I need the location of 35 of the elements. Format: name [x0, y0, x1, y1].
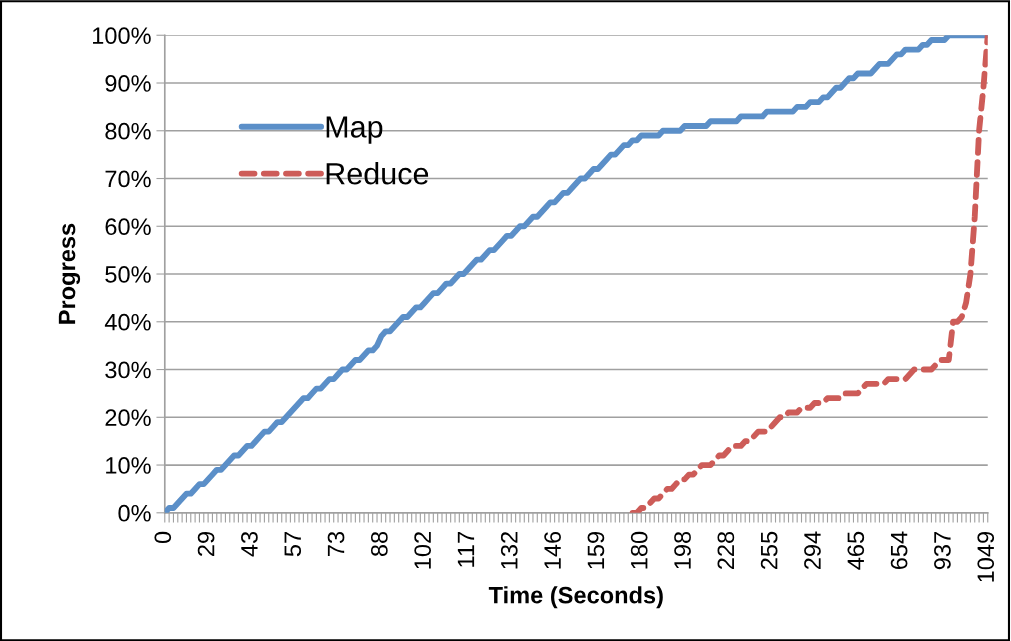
x-axis-title: Time (Seconds) [488, 586, 663, 609]
x-tick-label: 294 [804, 531, 821, 570]
x-tick-label: 255 [760, 531, 778, 570]
x-tick-label: 228 [717, 531, 735, 570]
x-tick-label: 159 [587, 531, 605, 569]
x-tick-label: 146 [544, 531, 561, 569]
y-tick-label: 100% [93, 27, 151, 45]
y-tick-label: 20% [105, 409, 151, 427]
x-tick-label: 29 [197, 531, 215, 556]
x-tick-label: 465 [847, 531, 865, 570]
x-tick-label: 117 [457, 532, 475, 567]
y-axis-title: Progress [58, 223, 81, 324]
y-tick-label: 10% [106, 457, 151, 474]
x-tick-label: 1049 [977, 531, 995, 582]
legend-label: Map [326, 116, 383, 144]
x-tick-label: 198 [674, 531, 691, 569]
x-tick-label: 132 [500, 532, 518, 569]
y-tick-label: 50% [105, 266, 151, 283]
legend-label: Reduce [326, 162, 429, 185]
x-tick-label: 88 [370, 531, 388, 557]
x-tick-label: 43 [241, 531, 258, 557]
y-tick-label: 0% [118, 504, 151, 522]
x-tick-label: 102 [414, 532, 432, 569]
x-tick-label: 0 [154, 531, 172, 544]
y-tick-label: 60% [105, 218, 151, 236]
x-tick-label: 57 [284, 532, 302, 557]
y-tick-label: 80% [105, 122, 151, 140]
y-tick-label: 30% [105, 361, 151, 379]
x-tick-label: 654 [890, 531, 908, 570]
y-tick-label: 90% [105, 75, 151, 92]
y-tick-label: 40% [104, 313, 151, 331]
y-tick-label: 70% [105, 170, 151, 188]
x-tick-label: 180 [630, 531, 648, 569]
x-tick-label: 73 [327, 531, 345, 556]
x-tick-label: 937 [934, 532, 951, 570]
